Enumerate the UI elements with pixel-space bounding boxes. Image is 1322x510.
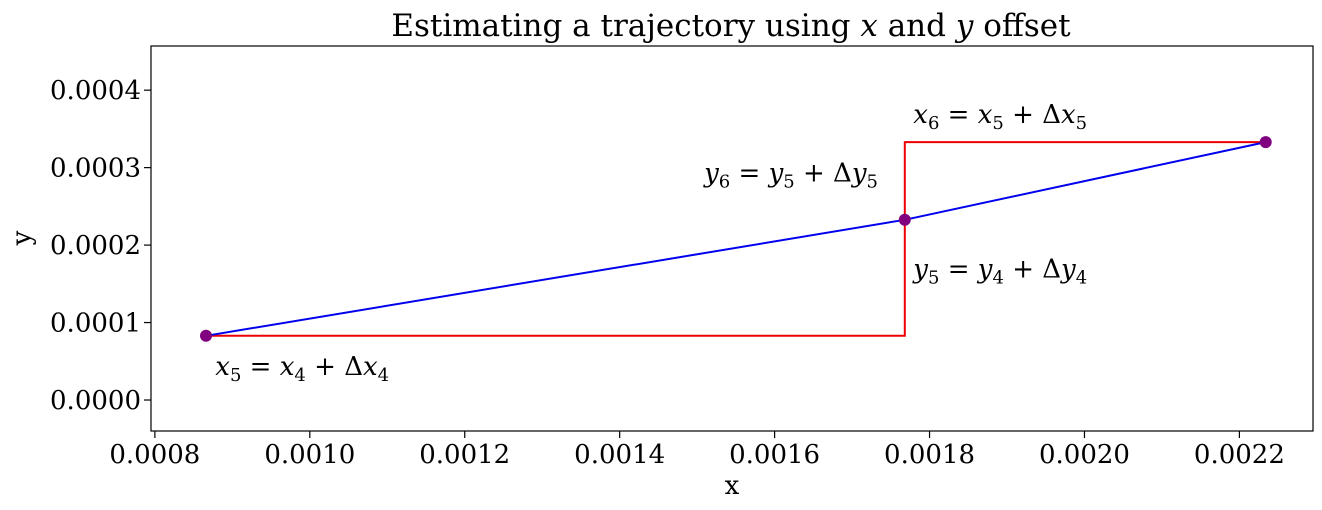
- chart-title: Estimating a trajectory using x and y of…: [391, 8, 1071, 44]
- annotation-x5-eq: x5 = x4 + Δx4: [215, 352, 389, 386]
- y-tick-label: 0.0000: [50, 386, 141, 416]
- y-tick-label: 0.0002: [50, 231, 141, 261]
- annotation-x6-eq: x6 = x5 + Δx5: [913, 100, 1087, 134]
- x-tick-label: 0.0010: [264, 440, 355, 470]
- y-tick-label: 0.0003: [50, 154, 141, 184]
- plot-frame: [150, 45, 1314, 432]
- x-tick-label: 0.0018: [884, 440, 975, 470]
- x-tick-label: 0.0014: [574, 440, 665, 470]
- x-axis-label: x: [725, 471, 740, 501]
- trajectory-point-3: [1259, 136, 1272, 149]
- annotation-y6-eq: y6 = y5 + Δy5: [703, 159, 878, 193]
- offset-path-line: [206, 141, 1266, 337]
- x-tick-label: 0.0022: [1194, 440, 1285, 470]
- x-tick-label: 0.0016: [729, 440, 820, 470]
- x-tick-label: 0.0020: [1039, 440, 1130, 470]
- y-tick-label: 0.0001: [50, 309, 141, 339]
- trajectory-point-2: [898, 213, 911, 226]
- y-axis-label: y: [7, 230, 37, 246]
- y-tick-label: 0.0004: [50, 76, 141, 106]
- x-tick-label: 0.0008: [109, 440, 200, 470]
- x-tick-label: 0.0012: [419, 440, 510, 470]
- annotation-y5-eq: y5 = y4 + Δy4: [912, 255, 1087, 289]
- trajectory-point-1: [200, 329, 212, 342]
